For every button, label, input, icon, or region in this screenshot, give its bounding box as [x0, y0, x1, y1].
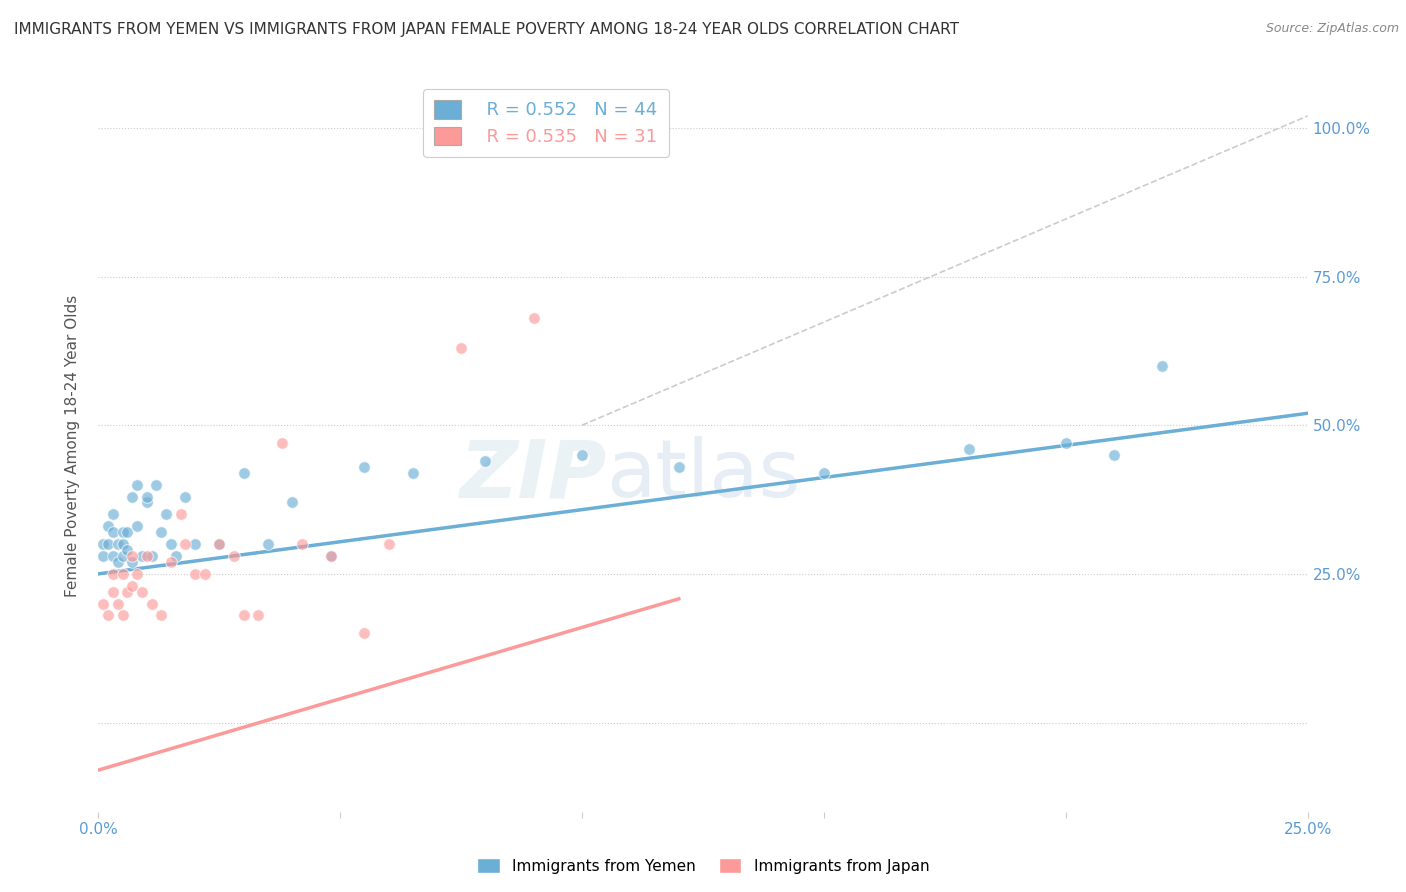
Legend:   R = 0.552   N = 44,   R = 0.535   N = 31: R = 0.552 N = 44, R = 0.535 N = 31 [423, 89, 668, 157]
Point [184, 537, 207, 551]
Point [174, 490, 197, 504]
Point [131, 549, 153, 563]
Point [107, 537, 129, 551]
Point [117, 543, 139, 558]
Point [97, 608, 120, 623]
Point [450, 341, 472, 355]
Point [145, 477, 167, 491]
Point [150, 608, 173, 623]
Point [813, 466, 835, 480]
Point [1102, 448, 1125, 462]
Point [97, 519, 120, 533]
Point [131, 584, 153, 599]
Point [194, 566, 217, 581]
Point [111, 566, 134, 581]
Point [117, 525, 139, 540]
Point [91, 597, 114, 611]
Legend: Immigrants from Yemen, Immigrants from Japan: Immigrants from Yemen, Immigrants from J… [471, 852, 935, 880]
Point [160, 537, 183, 551]
Y-axis label: Female Poverty Among 18-24 Year Olds: Female Poverty Among 18-24 Year Olds [65, 295, 80, 597]
Point [571, 448, 593, 462]
Point [957, 442, 980, 456]
Point [135, 495, 157, 509]
Point [111, 537, 134, 551]
Point [319, 549, 342, 563]
Text: IMMIGRANTS FROM YEMEN VS IMMIGRANTS FROM JAPAN FEMALE POVERTY AMONG 18-24 YEAR O: IMMIGRANTS FROM YEMEN VS IMMIGRANTS FROM… [14, 22, 959, 37]
Point [222, 549, 245, 563]
Point [165, 549, 187, 563]
Point [1054, 436, 1077, 450]
Point [91, 537, 114, 551]
Point [101, 566, 124, 581]
Point [174, 537, 197, 551]
Point [111, 549, 134, 563]
Point [91, 549, 114, 563]
Point [127, 566, 149, 581]
Point [353, 626, 375, 640]
Point [474, 454, 496, 468]
Point [247, 608, 270, 623]
Point [135, 549, 157, 563]
Point [184, 566, 207, 581]
Point [256, 537, 278, 551]
Point [121, 579, 143, 593]
Point [121, 555, 143, 569]
Point [1152, 359, 1174, 373]
Point [111, 608, 134, 623]
Point [668, 459, 690, 474]
Point [150, 525, 173, 540]
Point [121, 490, 143, 504]
Point [232, 466, 254, 480]
Point [101, 508, 124, 522]
Point [121, 549, 143, 563]
Point [101, 525, 124, 540]
Point [97, 537, 120, 551]
Point [111, 525, 134, 540]
Point [101, 549, 124, 563]
Point [523, 311, 546, 326]
Point [232, 608, 254, 623]
Point [117, 584, 139, 599]
Point [271, 436, 294, 450]
Point [107, 597, 129, 611]
Text: atlas: atlas [606, 436, 800, 515]
Point [107, 555, 129, 569]
Point [101, 584, 124, 599]
Point [141, 549, 163, 563]
Point [281, 495, 304, 509]
Point [290, 537, 312, 551]
Point [127, 519, 149, 533]
Point [208, 537, 231, 551]
Point [127, 477, 149, 491]
Point [135, 490, 157, 504]
Point [353, 459, 375, 474]
Point [169, 508, 191, 522]
Point [319, 549, 342, 563]
Text: Source: ZipAtlas.com: Source: ZipAtlas.com [1265, 22, 1399, 36]
Point [155, 508, 177, 522]
Point [160, 555, 183, 569]
Text: ZIP: ZIP [458, 436, 606, 515]
Point [402, 466, 425, 480]
Point [377, 537, 399, 551]
Point [141, 597, 163, 611]
Point [208, 537, 231, 551]
